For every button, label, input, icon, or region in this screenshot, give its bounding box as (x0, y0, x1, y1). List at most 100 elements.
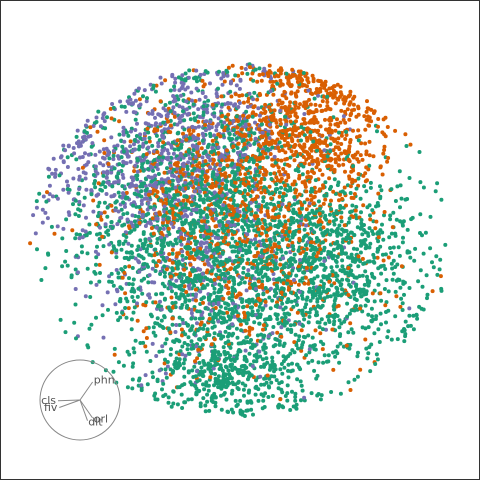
data-point (379, 322, 383, 327)
data-point (297, 229, 302, 234)
data-point (151, 259, 156, 264)
data-point (218, 363, 223, 368)
data-point (257, 221, 262, 226)
data-point (47, 167, 52, 172)
data-point (224, 232, 229, 237)
data-point (236, 105, 241, 109)
data-point (149, 314, 154, 319)
data-point (258, 374, 263, 379)
data-point (178, 349, 183, 354)
data-point (342, 319, 347, 324)
data-point (195, 369, 199, 374)
data-point (170, 322, 175, 327)
data-point (77, 187, 82, 191)
data-point (367, 115, 372, 120)
data-point (256, 217, 261, 222)
data-point (197, 197, 202, 202)
data-point (356, 350, 360, 355)
data-point (354, 303, 359, 308)
data-point (185, 276, 189, 280)
data-point (195, 356, 200, 361)
data-point (246, 268, 251, 273)
data-point (229, 244, 234, 249)
data-point (137, 205, 142, 209)
data-point (245, 304, 250, 309)
data-point (283, 394, 288, 398)
data-point (180, 263, 185, 268)
data-point (235, 386, 240, 390)
data-point (276, 350, 281, 355)
data-point (202, 216, 207, 221)
data-point (327, 176, 332, 181)
data-point (103, 222, 108, 227)
data-point (335, 351, 340, 356)
data-point (225, 409, 230, 414)
data-point (128, 159, 133, 164)
data-point (326, 359, 331, 364)
data-point (199, 313, 204, 318)
data-point (165, 148, 170, 153)
data-point (304, 223, 308, 228)
data-point (212, 331, 217, 336)
data-point (166, 141, 171, 146)
data-point (286, 368, 290, 373)
data-point (365, 274, 369, 279)
data-point (348, 113, 353, 118)
data-point (411, 327, 416, 332)
data-point (96, 181, 101, 186)
data-point (339, 133, 344, 138)
data-point (182, 127, 187, 132)
data-point (322, 259, 327, 263)
data-point (219, 119, 224, 124)
data-point (241, 304, 246, 309)
data-point (400, 240, 405, 245)
data-point (164, 337, 169, 342)
data-point (122, 104, 127, 109)
data-point (167, 188, 172, 193)
data-point (216, 228, 221, 233)
data-point (153, 247, 158, 252)
data-point (398, 304, 403, 309)
data-point (304, 353, 309, 358)
data-point (230, 285, 235, 290)
data-point (262, 362, 267, 367)
data-point (198, 214, 203, 219)
data-point (317, 187, 322, 192)
data-point (211, 302, 216, 306)
data-point (103, 185, 108, 189)
data-point (316, 360, 321, 365)
data-point (163, 103, 168, 107)
data-point (248, 143, 252, 148)
data-point (55, 196, 60, 201)
data-point (372, 275, 377, 280)
data-point (333, 271, 338, 276)
data-point (182, 382, 187, 387)
data-point (225, 310, 230, 315)
data-point (129, 229, 134, 234)
data-point (87, 222, 92, 227)
data-point (255, 265, 260, 270)
data-point (323, 321, 328, 326)
data-point (182, 341, 187, 345)
data-point (167, 252, 172, 257)
data-point (203, 123, 208, 127)
data-point (173, 98, 178, 103)
data-point (268, 226, 273, 231)
data-point (156, 259, 161, 263)
data-point (259, 78, 264, 83)
data-point (317, 168, 322, 173)
data-point (138, 132, 143, 137)
data-point (264, 238, 269, 243)
data-point (344, 251, 348, 256)
data-point (226, 203, 231, 208)
data-point (283, 315, 288, 320)
data-point (270, 331, 275, 336)
data-point (173, 330, 178, 334)
data-point (193, 242, 198, 247)
data-point (267, 237, 272, 242)
data-point (278, 108, 283, 113)
data-point (106, 162, 111, 166)
data-point (393, 265, 398, 269)
data-point (230, 219, 235, 224)
data-point (339, 210, 344, 215)
